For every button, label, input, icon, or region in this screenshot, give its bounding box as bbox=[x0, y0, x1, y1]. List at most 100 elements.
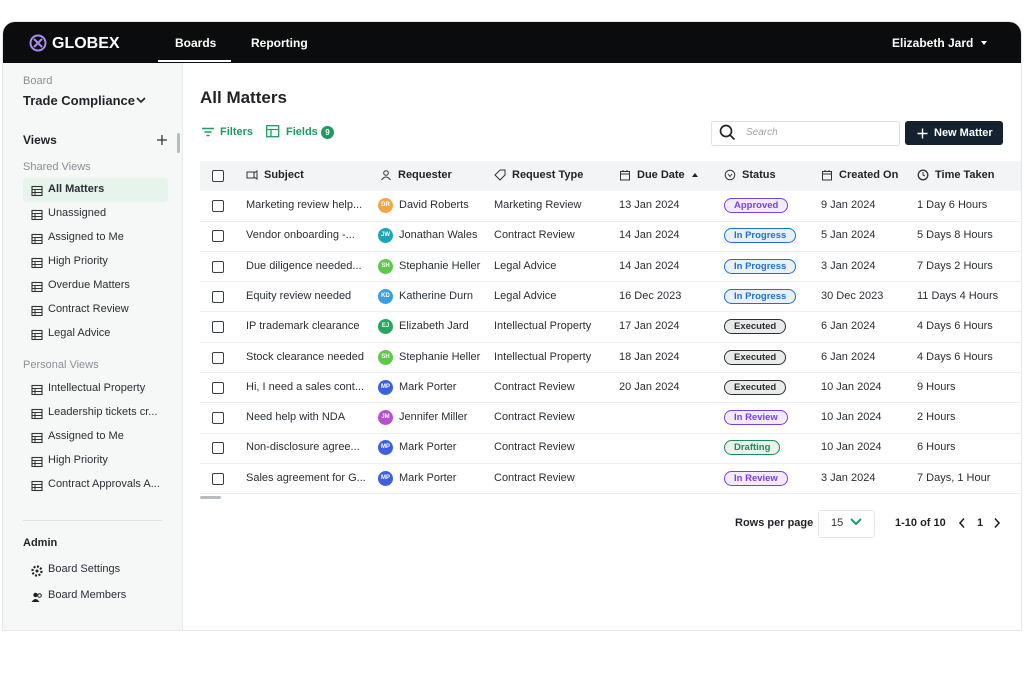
view-item[interactable]: Overdue Matters bbox=[48, 279, 130, 291]
user-caret bbox=[981, 41, 987, 45]
top-bar bbox=[3, 22, 1021, 63]
time-taken: 7 Days 2 Hours bbox=[917, 259, 993, 272]
row-checkbox[interactable] bbox=[212, 230, 224, 243]
select-all-checkbox[interactable] bbox=[212, 170, 224, 182]
active-tab-underline bbox=[158, 60, 231, 62]
subject[interactable]: IP trademark clearance bbox=[246, 320, 360, 333]
column-header[interactable]: Due Date bbox=[619, 169, 699, 181]
view-icon bbox=[31, 455, 43, 468]
view-icon bbox=[31, 431, 43, 444]
sort-indicator bbox=[691, 172, 699, 178]
view-item[interactable]: Unassigned bbox=[48, 207, 107, 219]
time-taken: 9 Hours bbox=[917, 380, 956, 393]
request-type: Marketing Review bbox=[494, 199, 582, 211]
admin-item[interactable]: Board Members bbox=[48, 589, 127, 601]
row-divider bbox=[200, 311, 1021, 313]
requester: Katherine Durn bbox=[399, 289, 473, 302]
view-item[interactable]: All Matters bbox=[48, 183, 105, 195]
search-placeholder: Search bbox=[746, 127, 778, 138]
admin-item[interactable]: Board Settings bbox=[48, 563, 121, 575]
column-icon bbox=[724, 169, 736, 181]
request-type: Contract Review bbox=[494, 229, 575, 242]
due-date: 14 Jan 2024 bbox=[619, 229, 680, 242]
column-header[interactable]: Time Taken bbox=[917, 169, 995, 181]
avatar: MP bbox=[378, 470, 393, 486]
requester: Elizabeth Jard bbox=[399, 320, 469, 333]
column-header[interactable]: Request Type bbox=[494, 169, 583, 181]
column-label: Subject bbox=[264, 169, 304, 181]
row-checkbox[interactable] bbox=[212, 321, 224, 334]
brand: GLOBEX bbox=[52, 35, 120, 52]
view-item[interactable]: Intellectual Property bbox=[48, 382, 146, 394]
add-view-button[interactable] bbox=[156, 134, 168, 146]
column-label: Due Date bbox=[637, 169, 685, 181]
view-item[interactable]: Leadership tickets cr... bbox=[48, 406, 158, 418]
prev-page[interactable] bbox=[957, 517, 967, 529]
subject[interactable]: Equity review needed bbox=[246, 289, 352, 302]
column-label: Request Type bbox=[512, 169, 584, 181]
row-divider bbox=[200, 341, 1021, 343]
row-checkbox[interactable] bbox=[212, 351, 224, 364]
subject[interactable]: Non-disclosure agree... bbox=[246, 441, 360, 454]
view-item[interactable]: Legal Advice bbox=[48, 327, 111, 339]
row-checkbox[interactable] bbox=[212, 412, 224, 425]
filters-button[interactable]: Filters bbox=[220, 126, 254, 138]
due-date: 14 Jan 2024 bbox=[619, 259, 680, 272]
view-item[interactable]: High Priority bbox=[48, 454, 108, 466]
active-view-highlight bbox=[23, 178, 168, 202]
view-item[interactable]: Contract Review bbox=[48, 303, 129, 315]
board-selector[interactable]: Trade Compliance bbox=[23, 93, 135, 108]
subject[interactable]: Marketing review help... bbox=[246, 199, 363, 211]
request-type: Contract Review bbox=[494, 411, 575, 424]
subject[interactable]: Vendor onboarding -... bbox=[246, 229, 355, 242]
status-pill: In Progress bbox=[724, 228, 797, 244]
rows-per-page-select[interactable] bbox=[818, 510, 875, 538]
avatar: EJ bbox=[378, 319, 393, 335]
due-date: 13 Jan 2024 bbox=[619, 199, 680, 211]
search-box[interactable] bbox=[711, 121, 900, 146]
column-header[interactable]: Created On bbox=[821, 169, 898, 181]
time-taken: 7 Days, 1 Hour bbox=[917, 471, 991, 484]
created-on: 9 Jan 2024 bbox=[821, 199, 876, 211]
time-taken: 6 Hours bbox=[917, 441, 956, 454]
next-page[interactable] bbox=[992, 517, 1002, 529]
rows-per-page-value: 15 bbox=[831, 517, 844, 529]
logo-icon bbox=[29, 34, 47, 52]
subject[interactable]: Sales agreement for G... bbox=[246, 471, 366, 484]
subject[interactable]: Need help with NDA bbox=[246, 411, 346, 424]
view-item[interactable]: Assigned to Me bbox=[48, 430, 124, 442]
row-checkbox[interactable] bbox=[212, 200, 224, 212]
subject[interactable]: Hi, I need a sales cont... bbox=[246, 380, 365, 393]
row-checkbox[interactable] bbox=[212, 260, 224, 273]
time-taken: 4 Days 6 Hours bbox=[917, 350, 993, 363]
column-header[interactable]: Status bbox=[724, 169, 776, 181]
sidebar-scrollbar bbox=[177, 133, 180, 153]
row-checkbox[interactable] bbox=[212, 290, 224, 303]
page-range: 1-10 of 10 bbox=[895, 517, 946, 529]
column-header[interactable]: Subject bbox=[246, 169, 304, 181]
time-taken: 11 Days 4 Hours bbox=[917, 289, 999, 302]
row-checkbox[interactable] bbox=[212, 442, 224, 455]
created-on: 10 Jan 2024 bbox=[821, 411, 882, 424]
column-header[interactable]: Requester bbox=[380, 169, 452, 181]
nav-tab[interactable]: Boards bbox=[175, 36, 217, 50]
avatar: KD bbox=[378, 288, 393, 304]
request-type: Intellectual Property bbox=[494, 350, 592, 363]
subject[interactable]: Stock clearance needed bbox=[246, 350, 365, 363]
requester: Mark Porter bbox=[399, 471, 457, 484]
user-menu[interactable]: Elizabeth Jard bbox=[892, 36, 974, 50]
column-icon bbox=[821, 169, 833, 181]
view-item[interactable]: High Priority bbox=[48, 255, 108, 267]
fields-button[interactable]: Fields bbox=[286, 126, 318, 138]
view-icon bbox=[31, 479, 43, 492]
view-item[interactable]: Contract Approvals A... bbox=[48, 478, 160, 490]
status-pill: In Progress bbox=[724, 288, 797, 304]
row-checkbox[interactable] bbox=[212, 472, 224, 485]
subject[interactable]: Due diligence needed... bbox=[246, 259, 362, 272]
time-taken: 1 Day 6 Hours bbox=[917, 199, 988, 211]
row-checkbox[interactable] bbox=[212, 381, 224, 394]
created-on: 10 Jan 2024 bbox=[821, 441, 882, 454]
view-item[interactable]: Assigned to Me bbox=[48, 231, 124, 243]
filter-icon bbox=[202, 127, 214, 137]
nav-tab[interactable]: Reporting bbox=[251, 36, 308, 50]
